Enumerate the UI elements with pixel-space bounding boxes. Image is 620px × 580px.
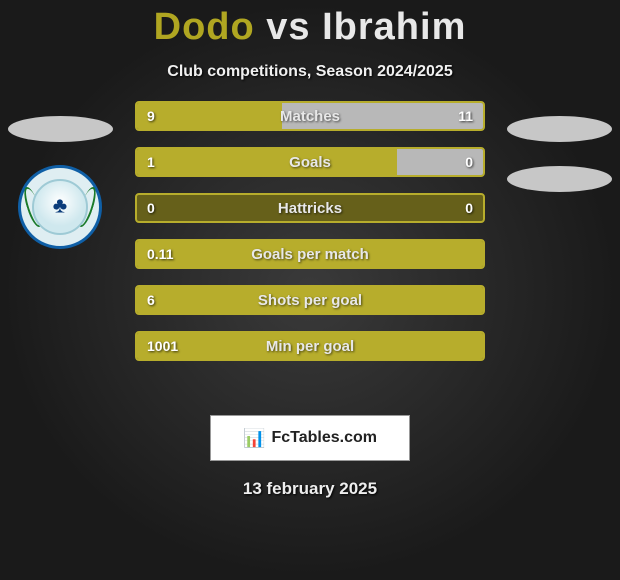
stat-row: 0.11Goals per match [135,239,485,269]
stat-label: Hattricks [137,195,483,221]
brand-box[interactable]: 📊 FcTables.com [210,415,410,461]
player2-name: Ibrahim [322,6,466,48]
player1-name: Dodo [154,6,255,48]
stat-label: Shots per goal [137,287,483,313]
stat-row: 6Shots per goal [135,285,485,315]
date-text: 13 february 2025 [0,479,620,499]
chart-icon: 📊 [243,428,265,449]
stat-value-right: 11 [458,103,473,129]
stat-row: 1Goals0 [135,147,485,177]
right-badge-ellipse-2 [507,166,612,192]
stat-row: 1001Min per goal [135,331,485,361]
stat-label: Matches [137,103,483,129]
stats-arena: ♣ 9Matches111Goals00Hattricks00.11Goals … [0,111,620,401]
torch-icon: ♣ [53,193,67,219]
stat-row: 0Hattricks0 [135,193,485,223]
vs-label: vs [266,6,310,48]
brand-text: FcTables.com [271,429,377,447]
stat-row: 9Matches11 [135,101,485,131]
left-badge-ellipse [8,116,113,142]
stat-label: Min per goal [137,333,483,359]
subtitle: Club competitions, Season 2024/2025 [0,63,620,81]
stat-value-right: 0 [465,149,473,175]
club-crest-icon: ♣ [18,165,102,249]
stat-bars: 9Matches111Goals00Hattricks00.11Goals pe… [135,101,485,377]
stat-value-right: 0 [465,195,473,221]
page-title: Dodo vs Ibrahim [0,0,620,49]
stat-label: Goals [137,149,483,175]
right-badge-ellipse-1 [507,116,612,142]
stat-label: Goals per match [137,241,483,267]
